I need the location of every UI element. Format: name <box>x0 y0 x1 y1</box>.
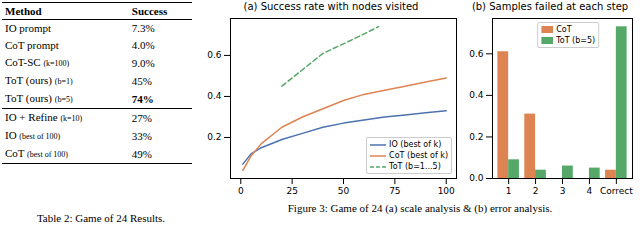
html-text:74%: 74% <box>131 92 154 105</box>
html-text:ToT (ours) (b=1): ToT (ours) (b=1) <box>5 74 73 86</box>
html-text:CoT-SC (k=100): CoT-SC (k=100) <box>5 56 70 68</box>
svg-text:3: 3 <box>560 186 566 196</box>
svg-text:0.0: 0.0 <box>469 173 484 183</box>
svg-text:0.4: 0.4 <box>469 90 484 100</box>
svg-text:0.6: 0.6 <box>207 50 222 60</box>
svg-text:2: 2 <box>533 186 539 196</box>
html-text:ToT (b=5): ToT (b=5) <box>556 36 596 45</box>
svg-text:Correct: Correct <box>600 186 633 196</box>
svg-text:50: 50 <box>338 186 350 196</box>
html-text:CoT prompt: CoT prompt <box>5 39 59 51</box>
svg-text:0.4: 0.4 <box>207 91 222 101</box>
html-text:7.3%: 7.3% <box>131 22 155 34</box>
html-text:49%: 49% <box>131 147 152 160</box>
html-text:CoT (best of 100): CoT (best of 100) <box>5 147 68 159</box>
html-text:ToT (ours) (b=5): ToT (ours) (b=5) <box>5 92 73 104</box>
html-text:Figure 3: Game of 24 (a) scale: Figure 3: Game of 24 (a) scale analysis … <box>287 202 553 214</box>
html-text:Success: Success <box>131 5 168 17</box>
html-text:(b) Samples failed at each ste: (b) Samples failed at each step <box>471 1 629 12</box>
html-text:IO + Refine (k=10): IO + Refine (k=10) <box>5 111 83 123</box>
html-text:CoT (best of k): CoT (best of k) <box>389 151 448 160</box>
svg-text:25: 25 <box>286 186 297 196</box>
html-text:45%: 45% <box>131 74 152 87</box>
svg-text:1: 1 <box>506 186 512 196</box>
html-text:33%: 33% <box>131 129 152 142</box>
svg-text:75: 75 <box>389 186 400 196</box>
html-text:Method: Method <box>5 5 42 17</box>
svg-text:0.2: 0.2 <box>469 132 483 142</box>
html-text:27%: 27% <box>131 111 152 124</box>
html-text:ToT (b=1...5): ToT (b=1...5) <box>389 162 441 171</box>
html-text:Table 2: Game of 24 Results.: Table 2: Game of 24 Results. <box>36 212 166 224</box>
html-text:IO (best of k): IO (best of k) <box>389 140 442 149</box>
svg-text:0.6: 0.6 <box>469 49 484 59</box>
html-text:9.0%: 9.0% <box>131 56 155 69</box>
html-text:IO prompt: IO prompt <box>5 22 52 34</box>
svg-text:0: 0 <box>238 186 244 196</box>
html-text:CoT: CoT <box>556 25 572 34</box>
html-text:IO (best of 100): IO (best of 100) <box>5 129 61 141</box>
svg-text:0.2: 0.2 <box>207 132 221 142</box>
svg-text:100: 100 <box>438 186 455 196</box>
html-text:4.0%: 4.0% <box>131 39 155 51</box>
svg-text:4: 4 <box>587 186 593 196</box>
html-text:(a) Success rate with nodes vi: (a) Success rate with nodes visited <box>243 1 419 12</box>
